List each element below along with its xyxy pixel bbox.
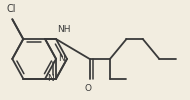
Text: O: O — [85, 84, 92, 93]
Text: N: N — [47, 74, 54, 83]
Text: Cl: Cl — [6, 4, 16, 14]
Text: NH: NH — [57, 25, 71, 34]
Text: N: N — [58, 54, 65, 63]
